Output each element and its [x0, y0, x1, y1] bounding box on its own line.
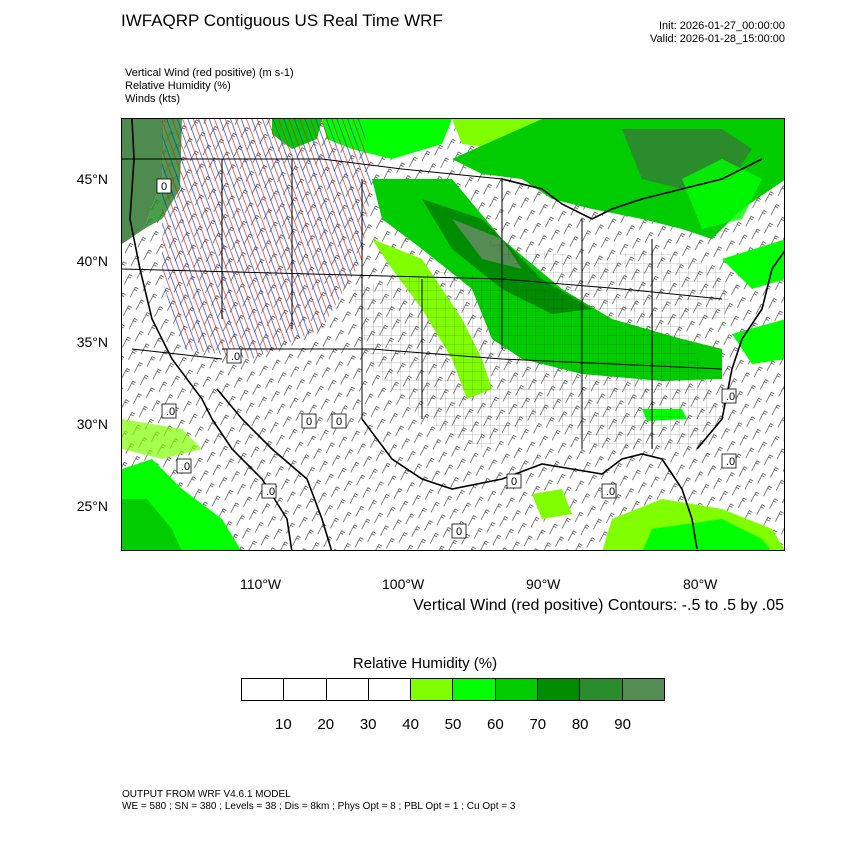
colorbar-label: 60: [487, 716, 504, 733]
colorbar-swatch: [495, 679, 539, 700]
lon-label-90w: 90°W: [526, 576, 561, 592]
field-label-relative-humidity: Relative Humidity (%): [125, 80, 231, 92]
colorbar-swatch: [538, 679, 581, 700]
map-panel: 0 .0 .0 0 0 .0 .0 0 .0 .0 .0 0: [121, 118, 785, 551]
colorbar-swatch: [453, 679, 496, 700]
contour-note: Vertical Wind (red positive) Contours: -…: [413, 597, 784, 614]
field-label-winds: Winds (kts): [125, 93, 180, 105]
svg-text:.0: .0: [726, 456, 735, 468]
init-time: Init: 2026-01-27_00:00:00: [659, 20, 785, 32]
colorbar-swatch: [242, 679, 285, 700]
lon-label-110w: 110°W: [240, 576, 282, 592]
colorbar-swatch: [411, 679, 454, 700]
svg-text:0: 0: [336, 416, 342, 428]
colorbar-label: 70: [529, 716, 547, 733]
contour-label-text: 0 .0 .0 0 0 .0 .0 0 .0 .0 .0 0: [161, 181, 735, 538]
plot-title: IWFAQRP Contiguous US Real Time WRF: [121, 11, 443, 30]
svg-text:.0: .0: [166, 406, 175, 418]
colorbar: [241, 678, 665, 701]
svg-text:.0: .0: [726, 391, 735, 403]
colorbar-swatch: [622, 679, 664, 700]
colorbar-title: Relative Humidity (%): [352, 655, 498, 672]
colorbar-label: 40: [402, 716, 419, 733]
svg-text:0: 0: [306, 416, 312, 428]
lat-label-25n: 25°N: [76, 498, 108, 514]
colorbar-swatch: [284, 679, 327, 700]
footer-config: WE = 580 ; SN = 380 ; Levels = 38 ; Dis …: [122, 801, 516, 812]
colorbar-label: 50: [444, 716, 462, 733]
svg-text:0: 0: [511, 476, 517, 488]
colorbar-swatch: [368, 679, 412, 700]
colorbar-swatch: [326, 679, 369, 700]
lat-label-45n: 45°N: [76, 171, 108, 187]
footer-model: OUTPUT FROM WRF V4.6.1 MODEL: [122, 789, 291, 800]
lon-label-100w: 100°W: [382, 576, 425, 592]
colorbar-swatch: [580, 679, 623, 700]
svg-text:0: 0: [456, 526, 462, 538]
valid-time: Valid: 2026-01-28_15:00:00: [650, 33, 785, 45]
colorbar-label: 90: [614, 716, 631, 733]
lat-label-30n: 30°N: [76, 416, 108, 432]
colorbar-label: 20: [317, 716, 335, 733]
map-svg: 0 .0 .0 0 0 .0 .0 0 .0 .0 .0 0: [122, 119, 784, 550]
svg-text:.0: .0: [266, 486, 275, 498]
colorbar-label: 10: [275, 716, 292, 733]
coastlines: [129, 119, 784, 550]
contour-labels: [156, 178, 737, 539]
vertical-wind-contours: [162, 119, 372, 359]
colorbar-label: 30: [359, 716, 377, 733]
lat-label-40n: 40°N: [76, 253, 108, 269]
svg-text:.0: .0: [181, 461, 190, 473]
lat-label-35n: 35°N: [76, 334, 108, 350]
svg-text:.0: .0: [231, 351, 240, 363]
lon-label-80w: 80°W: [683, 576, 718, 592]
svg-text:0: 0: [161, 181, 167, 193]
state-borders: [122, 158, 723, 449]
county-lines: [352, 269, 722, 449]
colorbar-label: 80: [571, 716, 589, 733]
field-label-vertical-wind: Vertical Wind (red positive) (m s-1): [125, 67, 294, 79]
svg-text:.0: .0: [606, 486, 615, 498]
